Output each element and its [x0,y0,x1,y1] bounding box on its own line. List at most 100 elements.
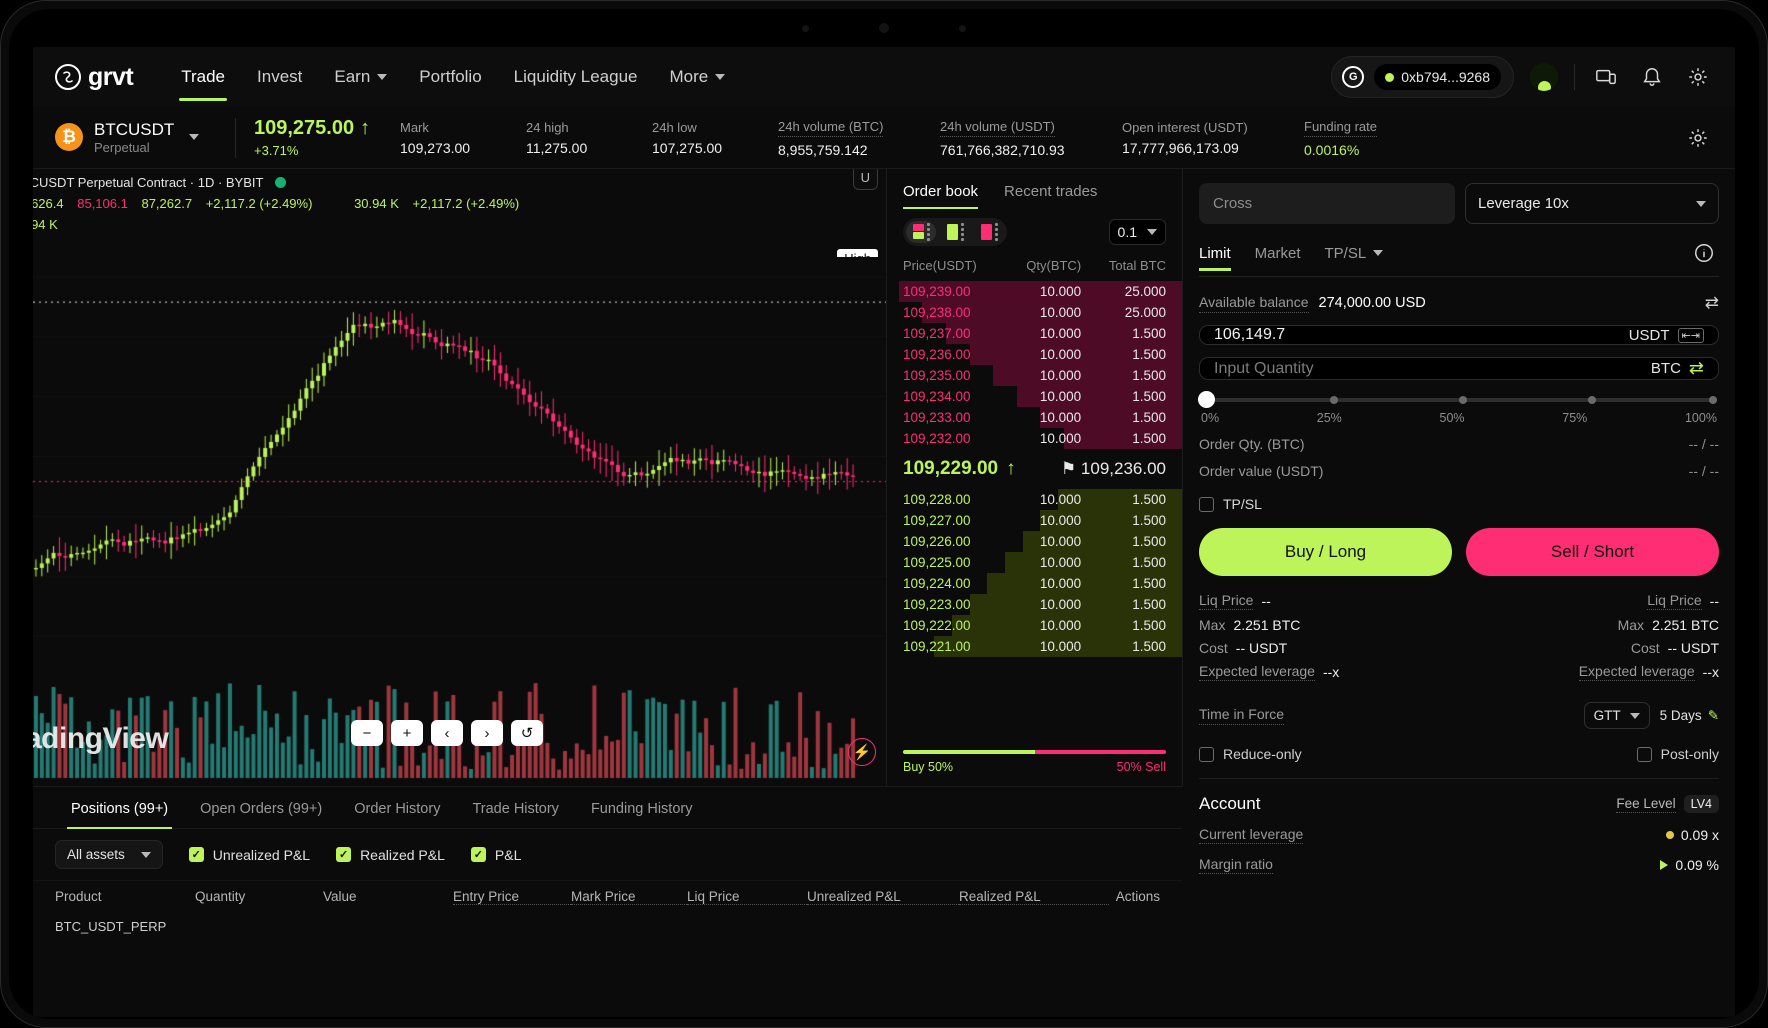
column-product[interactable]: Product [55,889,102,904]
instrument-selector[interactable]: ₿ BTCUSDT Perpetual [55,120,231,155]
slider-thumb[interactable] [1198,391,1215,408]
nav-item-portfolio[interactable]: Portfolio [403,49,497,105]
column-realized-pnl[interactable]: Realized P&L [959,889,1109,905]
orderbook-row-ask[interactable]: 109,238.00 10.000 25.000 [887,302,1182,323]
tab-trade-history[interactable]: Trade History [472,801,559,817]
lightning-icon[interactable]: ⚡ [848,738,876,766]
slider-track[interactable] [1198,391,1717,408]
view-mode-both-icon[interactable] [906,221,936,243]
orderbook-row-bid[interactable]: 109,221.00 10.000 1.500 [887,636,1182,657]
orderbook-row-ask[interactable]: 109,236.00 10.000 1.500 [887,344,1182,365]
wallet-address-pill[interactable]: 0xb794...9268 [1374,64,1501,90]
orderbook-row-ask[interactable]: 109,234.00 10.000 1.500 [887,386,1182,407]
orderbook-row-ask[interactable]: 109,235.00 10.000 1.500 [887,365,1182,386]
scroll-right-button[interactable]: › [471,720,503,746]
price-chart-panel[interactable]: BTCUSDT Perpetual Contract · 1D · BYBIT … [33,169,886,786]
tab-positions[interactable]: Positions (99+) [55,787,184,829]
mark-price-value: 109,236.00 [1080,459,1166,478]
column-value[interactable]: Value [323,889,357,904]
view-mode-bids-icon[interactable] [940,221,970,243]
gear-icon[interactable] [1683,62,1713,92]
orderbook-row-ask[interactable]: 109,239.00 10.000 25.000 [887,281,1182,302]
label: Liq Price [1647,592,1702,610]
tab-order-history[interactable]: Order History [354,801,441,817]
swap-currency-icon[interactable]: ⇄ [1704,293,1719,312]
column-liq-price[interactable]: Liq Price [687,889,807,905]
value: 0.09 x [1680,827,1719,843]
table-row[interactable]: BTC_USDT_PERP [33,913,1182,940]
label: Unrealized P&L [212,846,311,863]
tab-order-book[interactable]: Order book [903,183,979,209]
tab-recent-trades[interactable]: Recent trades [1004,183,1098,200]
buy-long-button[interactable]: Buy / Long [1199,528,1452,576]
column-mark-price[interactable]: Mark Price [571,889,687,905]
row-price: 109,238.00 [903,305,971,320]
leverage-select[interactable]: Leverage 10x [1465,183,1719,224]
bell-icon[interactable] [1637,62,1667,92]
avatar[interactable] [1530,63,1558,91]
quantity-slider[interactable]: 0% 25% 50% 75% 100% [1198,391,1719,425]
slider-node-75[interactable] [1588,396,1596,404]
nav-item-invest[interactable]: Invest [241,49,318,105]
orderbook-row-ask[interactable]: 109,232.00 10.000 1.500 [887,428,1182,449]
brand-logo[interactable]: grvt [55,63,134,92]
asset-filter-select[interactable]: All assets [55,840,163,869]
slider-node-25[interactable] [1330,396,1338,404]
orderbook-row-bid[interactable]: 109,222.00 10.000 1.500 [887,615,1182,636]
orderbook-row-bid[interactable]: 109,227.00 10.000 1.500 [887,510,1182,531]
orderbook-row-bid[interactable]: 109,228.00 10.000 1.500 [887,489,1182,510]
reset-chart-button[interactable]: ↺ [511,720,543,746]
tick-size-select[interactable]: 0.1 [1108,219,1166,245]
wallet-chip[interactable]: G 0xb794...9268 [1331,56,1514,98]
orderbook-row-ask[interactable]: 109,237.00 10.000 1.500 [887,323,1182,344]
zoom-out-button[interactable]: − [351,720,383,746]
depth-bar [1022,531,1182,552]
tab-open-orders[interactable]: Open Orders (99+) [200,801,323,817]
info-icon[interactable] [1689,238,1719,268]
orderbook-row-bid[interactable]: 109,223.00 10.000 1.500 [887,594,1182,615]
edit-pencil-icon[interactable]: ✎ [1707,707,1719,723]
tab-limit[interactable]: Limit [1199,245,1231,271]
filter-unrealized-pnl[interactable]: ✓ Unrealized P&L [188,846,311,863]
tab-funding-history[interactable]: Funding History [590,801,693,817]
column-entry-price[interactable]: Entry Price [453,889,571,905]
filter-realized-pnl[interactable]: ✓ Realized P&L [336,847,445,863]
time-in-force-select[interactable]: GTT [1583,702,1650,729]
chart-unit-chip[interactable]: U [852,169,878,190]
tpsl-toggle-row[interactable]: TP/SL [1199,496,1719,512]
column-quantity[interactable]: Quantity [195,889,246,904]
tif-duration[interactable]: 5 Days ✎ [1660,708,1719,724]
orderbook-row-bid[interactable]: 109,224.00 10.000 1.500 [887,573,1182,594]
price-stepper-icon[interactable]: ⇤⇥ [1677,327,1704,343]
slider-node-100[interactable] [1709,396,1717,404]
sell-short-button[interactable]: Sell / Short [1466,528,1719,576]
buy-calculations: Liq Price -- Max 2.251 BTC Cost -- USDT [1199,592,1459,688]
candlestick-canvas[interactable] [33,257,886,786]
post-only-group[interactable]: Post-only [1636,746,1719,762]
nav-item-earn[interactable]: Earn [318,49,403,105]
tab-market[interactable]: Market [1255,245,1301,270]
nav-item-more[interactable]: More [654,49,742,105]
post-only-checkbox[interactable] [1636,746,1652,762]
view-mode-asks-icon[interactable] [974,221,1004,243]
orderbook-row-ask[interactable]: 109,233.00 10.000 1.500 [887,407,1182,428]
scroll-left-button[interactable]: ‹ [431,720,463,746]
filter-pnl[interactable]: ✓ P&L [470,847,521,863]
unit-swap-icon[interactable]: ⇄ [1688,358,1704,378]
column-unrealized-pnl[interactable]: Unrealized P&L [807,889,959,905]
devices-icon[interactable] [1591,62,1621,92]
nav-item-liquidity-league[interactable]: Liquidity League [498,49,654,105]
reduce-only-checkbox[interactable] [1199,746,1214,762]
zoom-in-button[interactable]: + [391,720,423,746]
orderbook-row-bid[interactable]: 109,225.00 10.000 1.500 [887,552,1182,573]
tab-tpsl[interactable]: TP/SL [1325,245,1384,270]
nav-item-trade[interactable]: Trade [165,49,241,105]
tpsl-checkbox[interactable] [1199,496,1214,512]
slider-node-50[interactable] [1459,396,1467,404]
row-qty: 10.000 [1039,431,1082,446]
quantity-field[interactable]: Input Quantity BTC ⇄ [1199,357,1719,380]
orderbook-row-bid[interactable]: 109,226.00 10.000 1.500 [887,531,1182,552]
margin-mode-button[interactable]: Cross [1199,183,1455,224]
limit-price-field[interactable]: 106,149.7 USDT ⇤⇥ [1199,325,1719,345]
chart-settings-gear-icon[interactable] [1683,123,1713,153]
